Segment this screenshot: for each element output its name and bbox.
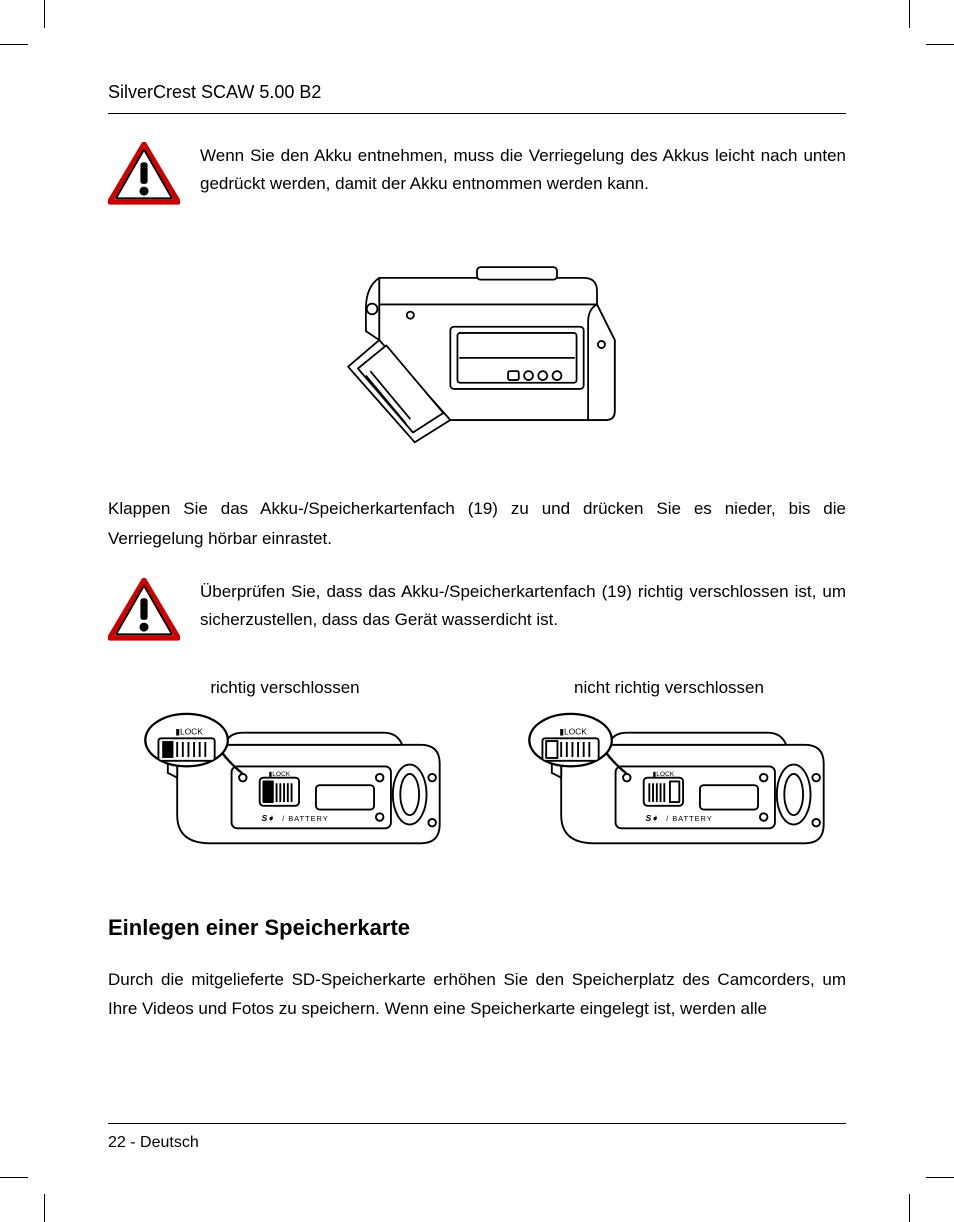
latch-lock-label: ▮LOCK [653,770,675,777]
warning-text-2: Überprüfen Sie, dass das Akku-/Speicherk… [200,578,846,634]
page-footer: 22 - Deutsch [108,1123,846,1152]
crop-mark [44,0,45,28]
svg-text:/ BATTERY: / BATTERY [666,813,713,822]
warning-icon [108,142,180,206]
footer-page-number: 22 - Deutsch [108,1134,846,1152]
crop-mark [909,1194,910,1222]
svg-text:S➧: S➧ [262,812,275,822]
crop-mark [0,1177,28,1178]
footer-rule [108,1123,846,1124]
warning-block-2: Überprüfen Sie, dass das Akku-/Speicherk… [108,578,846,642]
illustration-unlocked: ▮LOCK S➧ / BATTERY ▮L [494,712,844,862]
svg-text:▮LOCK: ▮LOCK [175,726,203,736]
svg-text:/ BATTERY: / BATTERY [282,813,329,822]
svg-text:S➧: S➧ [646,812,659,822]
header-rule [108,113,846,114]
svg-text:▮LOCK: ▮LOCK [559,726,587,736]
paragraph-close-compartment: Klappen Sie das Akku-/Speicherkartenfach… [108,494,846,554]
crop-mark [44,1194,45,1222]
warning-block-1: Wenn Sie den Akku entnehmen, muss die Ve… [108,142,846,206]
compare-caption-right: nicht richtig verschlossen [492,678,846,698]
warning-text-1: Wenn Sie den Akku entnehmen, muss die Ve… [200,142,846,198]
crop-mark [0,44,28,45]
warning-icon [108,578,180,642]
compare-incorrect: nicht richtig verschlossen [492,678,846,867]
paragraph-sd-card: Durch die mitgelieferte SD-Speicherkarte… [108,965,846,1025]
illustration-battery-door [108,242,846,452]
crop-mark [926,1177,954,1178]
crop-mark [926,44,954,45]
compare-caption-left: richtig verschlossen [108,678,462,698]
illustration-locked: ▮LOCK S➧ / BATTERY [110,712,460,862]
header-title: SilverCrest SCAW 5.00 B2 [108,82,846,103]
crop-mark [909,0,910,28]
latch-lock-label: ▮LOCK [269,770,291,777]
page-content: SilverCrest SCAW 5.00 B2 Wenn Sie den Ak… [108,82,846,1048]
compare-correct: richtig verschlossen [108,678,462,867]
section-heading: Einlegen einer Speicherkarte [108,915,846,941]
lock-comparison: richtig verschlossen [108,678,846,867]
